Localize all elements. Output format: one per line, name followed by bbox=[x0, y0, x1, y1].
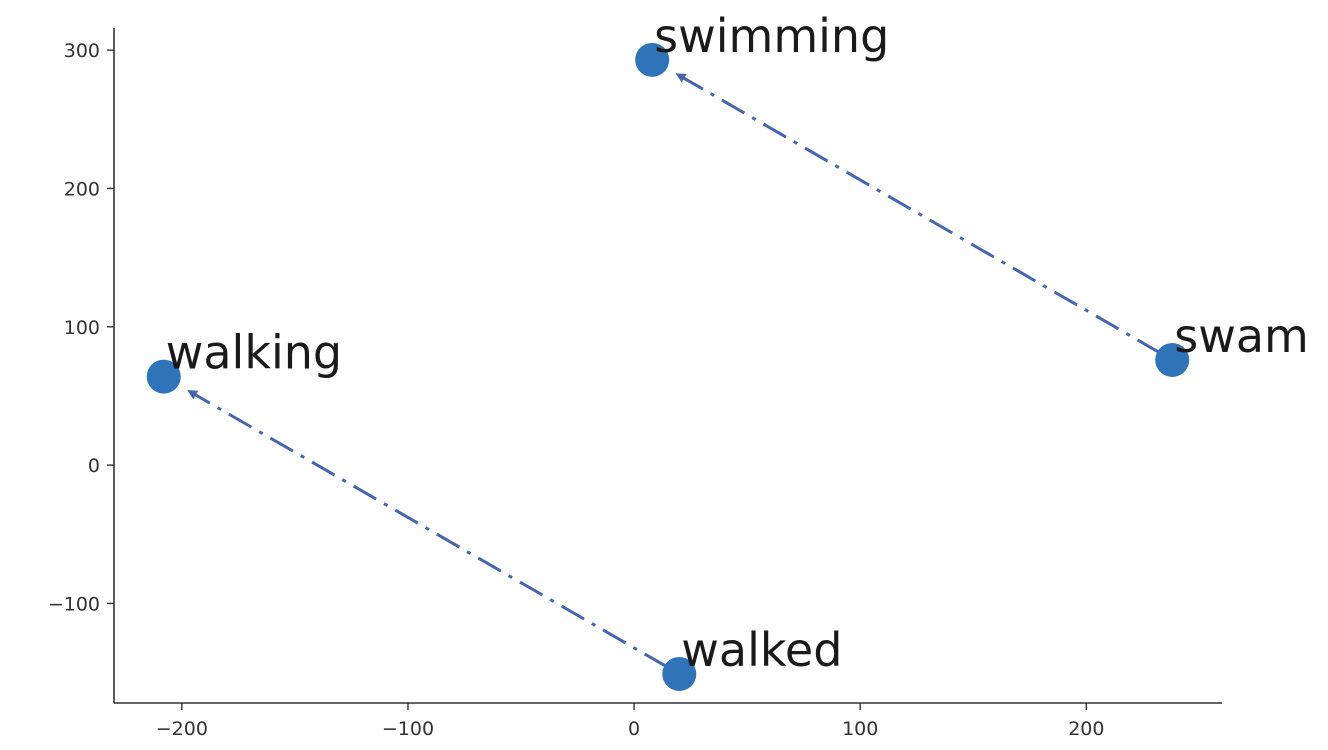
point-label-walked: walked bbox=[681, 623, 842, 677]
point-label-swimming: swimming bbox=[654, 9, 889, 63]
points bbox=[146, 42, 1190, 691]
point-label-swam: swam bbox=[1174, 309, 1309, 363]
y-tick-label: 200 bbox=[64, 178, 100, 200]
point-label-walking: walking bbox=[166, 326, 342, 380]
x-tick-label: 0 bbox=[628, 718, 640, 740]
x-tick-label: −200 bbox=[156, 718, 208, 740]
axes: −200 −100 0 100 200 −100 0 100 200 300 bbox=[48, 28, 1222, 740]
arrows bbox=[187, 73, 1161, 669]
x-tick-label: 100 bbox=[842, 718, 878, 740]
arrow-walked-to-walking bbox=[187, 390, 668, 669]
point-swam bbox=[1155, 342, 1190, 377]
point-walked bbox=[662, 656, 697, 691]
y-tick-label: 0 bbox=[88, 455, 100, 477]
point-walking bbox=[146, 359, 181, 394]
point-labels: swimming swam walking walked bbox=[166, 9, 1309, 677]
y-tick-label: 300 bbox=[64, 40, 100, 62]
y-tick-label: −100 bbox=[48, 593, 100, 615]
x-tick-label: −100 bbox=[382, 718, 434, 740]
x-tick-label: 200 bbox=[1068, 718, 1104, 740]
y-tick-label: 100 bbox=[64, 317, 100, 339]
point-swimming bbox=[635, 42, 670, 77]
arrow-swam-to-swimming bbox=[675, 73, 1161, 355]
